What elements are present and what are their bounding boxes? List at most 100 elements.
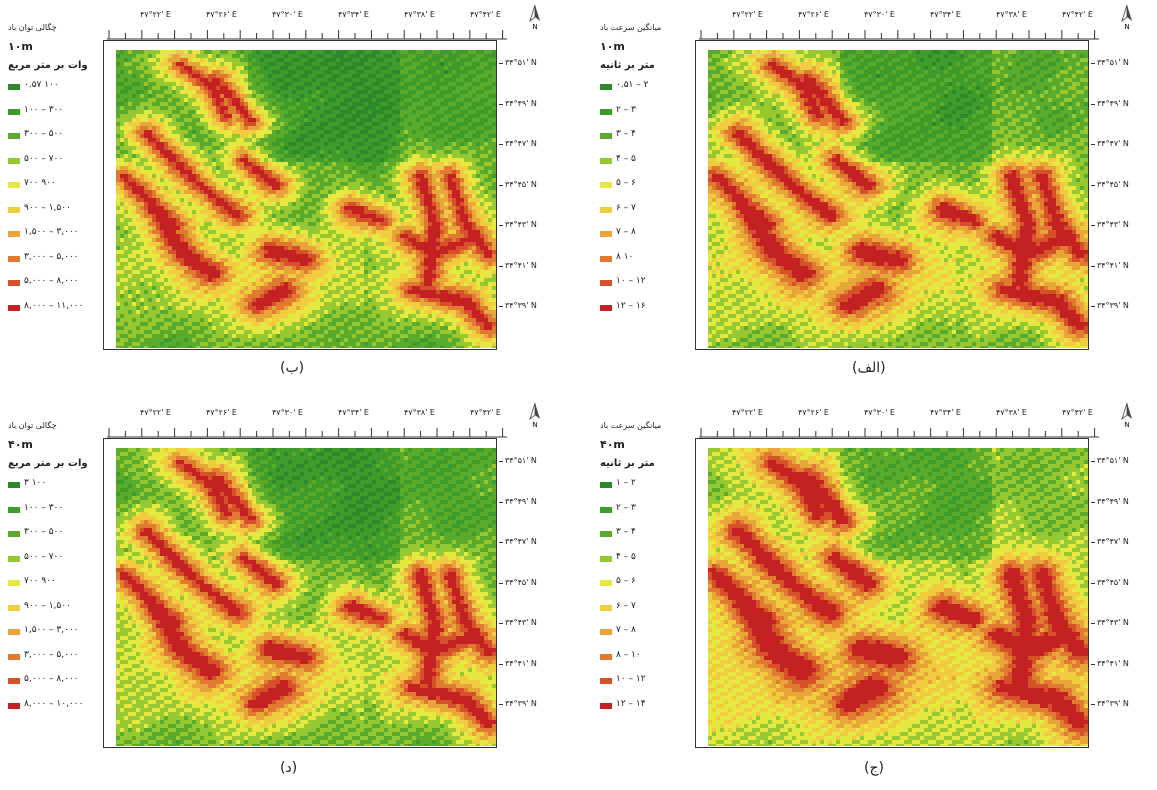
raster-cell [184,110,189,115]
raster-cell [212,214,217,219]
raster-cell [412,218,417,223]
raster-cell [176,50,181,55]
raster-cell [320,202,325,207]
raster-cell [356,214,361,219]
raster-cell [444,82,449,87]
raster-cell [180,86,185,91]
raster-cell [124,174,129,179]
raster-cell [308,106,313,111]
raster-cell [388,234,393,239]
legend-item: ۹۰۰ – ۱,۵۰۰ [8,201,108,226]
raster-cell [140,98,145,103]
raster-cell [404,170,409,175]
raster-cell [168,70,173,75]
raster-cell [268,122,273,127]
raster-cell [160,138,165,143]
raster-cell [220,118,225,123]
raster-cell [308,74,313,79]
raster-cell [432,194,437,199]
raster-cell [156,214,161,219]
top-axis-ticks [107,30,507,40]
raster-cell [268,50,273,55]
raster-cell [444,138,449,143]
raster-cell [420,222,425,227]
raster-cell [120,190,125,195]
raster-cell [144,186,149,191]
raster-cell [256,218,261,223]
raster-cell [380,54,385,59]
raster-cell [260,78,265,83]
raster-cell [412,178,417,183]
raster-cell [464,54,469,59]
raster-cell [248,138,253,143]
raster-cell [388,114,393,119]
raster-cell [240,62,245,67]
raster-cell [256,74,261,79]
raster-cell [492,186,496,191]
raster-cell [268,66,273,71]
raster-cell [264,206,269,211]
raster-cell [120,94,125,99]
raster-cell [400,242,405,247]
raster-cell [296,98,301,103]
raster-cell [428,82,433,87]
raster-cell [252,214,257,219]
raster-cell [284,162,289,167]
raster-cell [324,142,329,147]
raster-cell [284,82,289,87]
raster-cell [224,58,229,63]
raster-cell [180,70,185,75]
raster-cell [464,122,469,127]
raster-cell [328,202,333,207]
raster-cell [208,58,213,63]
raster-cell [416,50,421,55]
raster-cell [264,82,269,87]
raster-cell [132,210,137,215]
raster-cell [348,106,353,111]
raster-cell [396,58,401,63]
raster-cell [400,142,405,147]
raster-cell [328,134,333,139]
raster-cell [392,178,397,183]
raster-cell [476,218,481,223]
raster-cell [480,226,485,231]
raster-cell [432,154,437,159]
raster-cell [392,170,397,175]
raster-cell [476,250,481,255]
raster-cell [336,238,341,243]
raster-cell [128,110,133,115]
raster-cell [436,170,441,175]
raster-cell [468,170,473,175]
raster-cell [252,186,257,191]
raster-cell [136,226,141,231]
raster-cell [276,230,281,235]
legend-item: ۵,۰۰۰ – ۸,۰۰۰ [8,274,108,299]
raster-cell [200,162,205,167]
raster-cell [464,206,469,211]
raster-cell [328,130,333,135]
raster-cell [476,190,481,195]
raster-cell [128,150,133,155]
raster-cell [420,214,425,219]
raster-cell [456,54,461,59]
raster-cell [208,102,213,107]
raster-cell [184,166,189,171]
raster-cell [228,134,233,139]
raster-cell [256,94,261,99]
raster-cell [204,122,209,127]
raster-cell [344,250,349,255]
raster-cell [332,94,337,99]
raster-cell [344,198,349,203]
raster-cell [140,110,145,115]
raster-cell [404,54,409,59]
raster-cell [252,134,257,139]
raster-cell [468,50,473,55]
raster-cell [252,82,257,87]
raster-cell [488,90,493,95]
raster-cell [332,190,337,195]
raster-cell [328,90,333,95]
legend-unit: وات بر متر مربع [8,60,108,74]
raster-cell [280,62,285,67]
raster-cell [284,210,289,215]
raster-cell [148,74,153,79]
